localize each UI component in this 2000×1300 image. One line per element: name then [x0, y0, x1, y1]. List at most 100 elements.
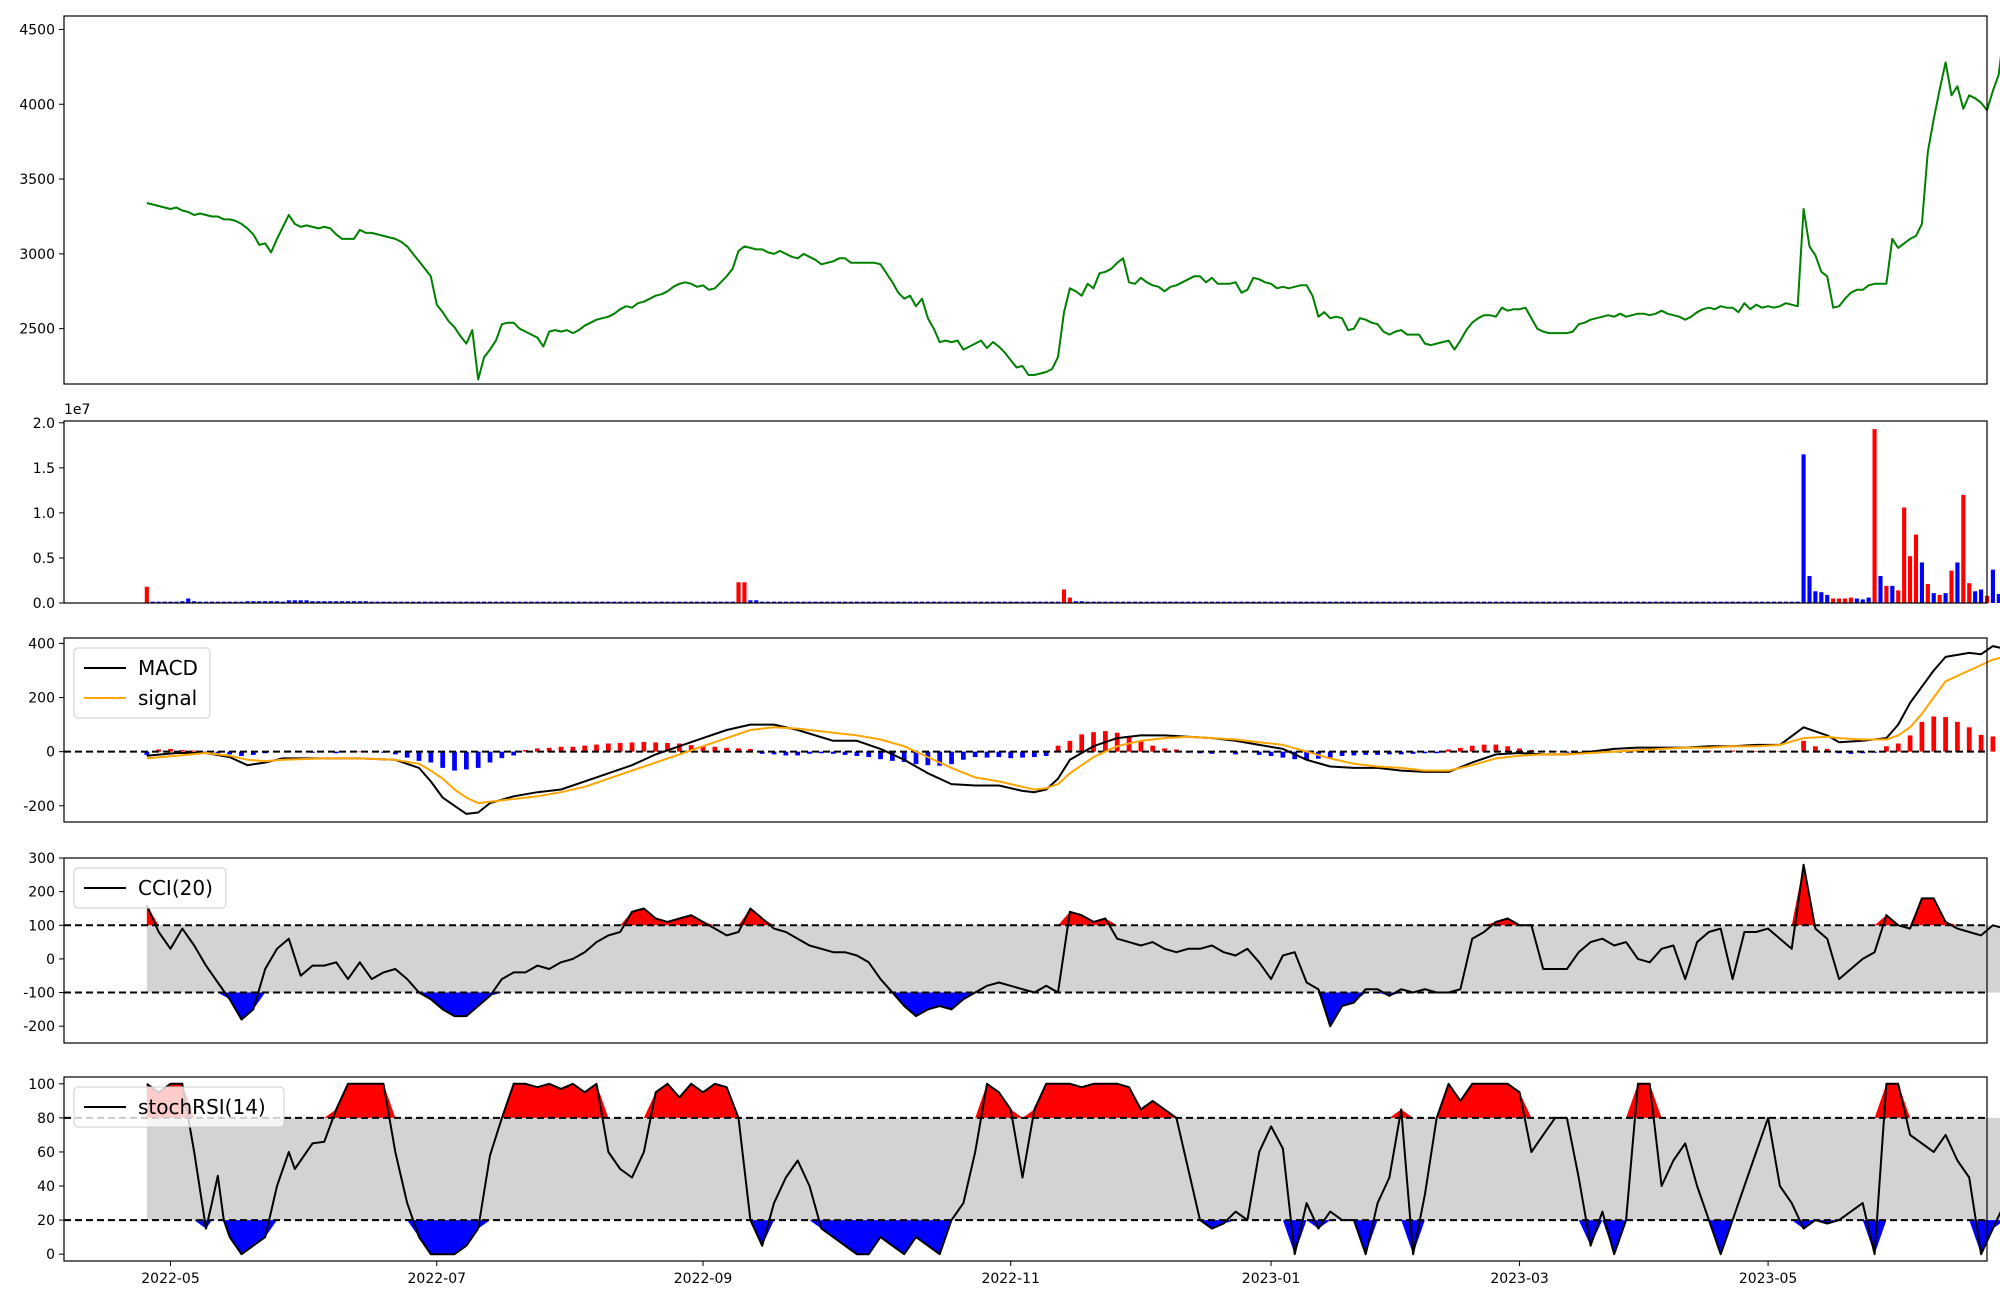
- volume-bar: [1168, 601, 1173, 603]
- price-ytick-label: 3000: [19, 247, 55, 263]
- volume-bar: [263, 601, 268, 603]
- volume-bar: [819, 601, 824, 603]
- volume-bar: [564, 601, 570, 603]
- macd-histogram-bar: [653, 742, 659, 752]
- volume-bar: [162, 601, 167, 603]
- volume-bar: [446, 601, 451, 603]
- macd-histogram-bar: [665, 742, 670, 752]
- macd-histogram-bar: [179, 750, 185, 752]
- volume-bar: [1913, 534, 1919, 603]
- volume-bar: [1345, 601, 1351, 603]
- macd-histogram-bar: [1505, 746, 1511, 752]
- volume-ytick-label: 1.5: [33, 461, 55, 477]
- macd-histogram-bar: [676, 743, 682, 752]
- macd-histogram-bar: [1469, 745, 1475, 752]
- cci-panel: -200 -100 0 100 200 300 CCI(20): [23, 851, 2000, 1044]
- volume-bar: [902, 601, 907, 603]
- xtick-label: 2023-01: [1242, 1271, 1301, 1287]
- volume-bar: [428, 601, 433, 603]
- volume-bar: [1659, 601, 1664, 603]
- volume-bar: [1594, 601, 1599, 603]
- stochrsi-ytick-label: 0: [46, 1247, 55, 1263]
- macd-histogram-bar: [534, 748, 540, 752]
- volume-bar: [1115, 601, 1120, 603]
- volume-bar: [795, 601, 800, 603]
- macd-histogram-bar: [1020, 751, 1025, 758]
- stochrsi-neutral-band: [146, 1117, 2000, 1221]
- volume-bar: [1943, 593, 1948, 603]
- volume-bar: [1866, 597, 1871, 603]
- volume-bar: [1493, 601, 1498, 603]
- volume-bar: [766, 601, 771, 603]
- volume-bar: [363, 601, 368, 603]
- volume-bar: [665, 601, 670, 603]
- macd-histogram-bar: [1339, 751, 1345, 756]
- volume-bar: [949, 601, 954, 603]
- volume-bar: [1369, 601, 1374, 603]
- volume-bar: [1902, 507, 1907, 603]
- volume-bar: [1257, 601, 1262, 603]
- volume-bar: [198, 601, 203, 603]
- volume-bar: [1499, 601, 1504, 603]
- volume-bar: [422, 601, 428, 603]
- price-panel: 2500 3000 3500 4000 4500: [19, 15, 2000, 385]
- volume-bar: [351, 601, 357, 603]
- volume-bar: [245, 601, 250, 603]
- volume-bar: [381, 601, 386, 603]
- xtick-label: 2022-11: [981, 1271, 1040, 1287]
- volume-bar: [967, 601, 972, 603]
- macd-histogram-bar: [1493, 744, 1499, 752]
- macd-histogram-bar: [1114, 732, 1120, 752]
- volume-bar: [1588, 601, 1593, 603]
- macd-histogram-bar: [1304, 751, 1309, 760]
- volume-bar: [1476, 601, 1481, 603]
- volume-bar: [1789, 601, 1794, 603]
- macd-histogram-bar: [1801, 740, 1806, 752]
- volume-bar: [1292, 601, 1297, 603]
- volume-bar: [375, 601, 380, 603]
- volume-bar: [1813, 591, 1818, 603]
- price-axes-frame: [63, 15, 1988, 385]
- xtick-label: 2023-05: [1739, 1271, 1798, 1287]
- volume-bar: [529, 601, 534, 603]
- volume-bar: [641, 601, 646, 603]
- macd-histogram-bar: [818, 751, 824, 754]
- volume-bar: [1416, 601, 1422, 603]
- volume-bar: [1564, 601, 1569, 603]
- volume-bar: [801, 601, 806, 603]
- volume-bar: [606, 601, 611, 603]
- volume-bar: [913, 601, 919, 603]
- macd-histogram-bar: [984, 751, 990, 758]
- macd-histogram-bar: [428, 751, 434, 763]
- macd-histogram-bar: [866, 751, 872, 758]
- macd-histogram-bar: [1813, 746, 1818, 752]
- xtick-label: 2022-05: [141, 1271, 200, 1287]
- volume-bar: [1801, 454, 1806, 603]
- volume-bar: [1351, 601, 1356, 603]
- volume-bar: [1020, 601, 1025, 603]
- volume-bar: [251, 601, 256, 603]
- volume-bar: [872, 601, 877, 603]
- volume-bar: [635, 601, 641, 603]
- macd-histogram-bar: [1280, 751, 1286, 758]
- macd-histogram-bar: [1174, 749, 1179, 752]
- volume-bar: [1227, 601, 1232, 603]
- volume-bar: [1050, 601, 1055, 603]
- volume-bar: [476, 601, 481, 603]
- macd-histogram-bar: [1209, 751, 1215, 754]
- macd-histogram-bar: [961, 751, 966, 760]
- macd-histogram-bar: [1422, 751, 1428, 754]
- macd-histogram-bar: [1091, 732, 1096, 752]
- volume-bar: [180, 601, 185, 603]
- volume-bar: [754, 600, 759, 603]
- volume-bar: [1689, 601, 1694, 603]
- volume-bar: [1511, 601, 1516, 603]
- volume-bar: [1860, 599, 1865, 603]
- volume-bar: [203, 601, 209, 603]
- volume-bar: [1931, 593, 1936, 603]
- volume-bar: [979, 601, 984, 603]
- volume-bar: [724, 601, 729, 603]
- macd-histogram-bar: [795, 751, 801, 756]
- volume-bar: [908, 601, 913, 603]
- volume-bar: [1819, 592, 1824, 603]
